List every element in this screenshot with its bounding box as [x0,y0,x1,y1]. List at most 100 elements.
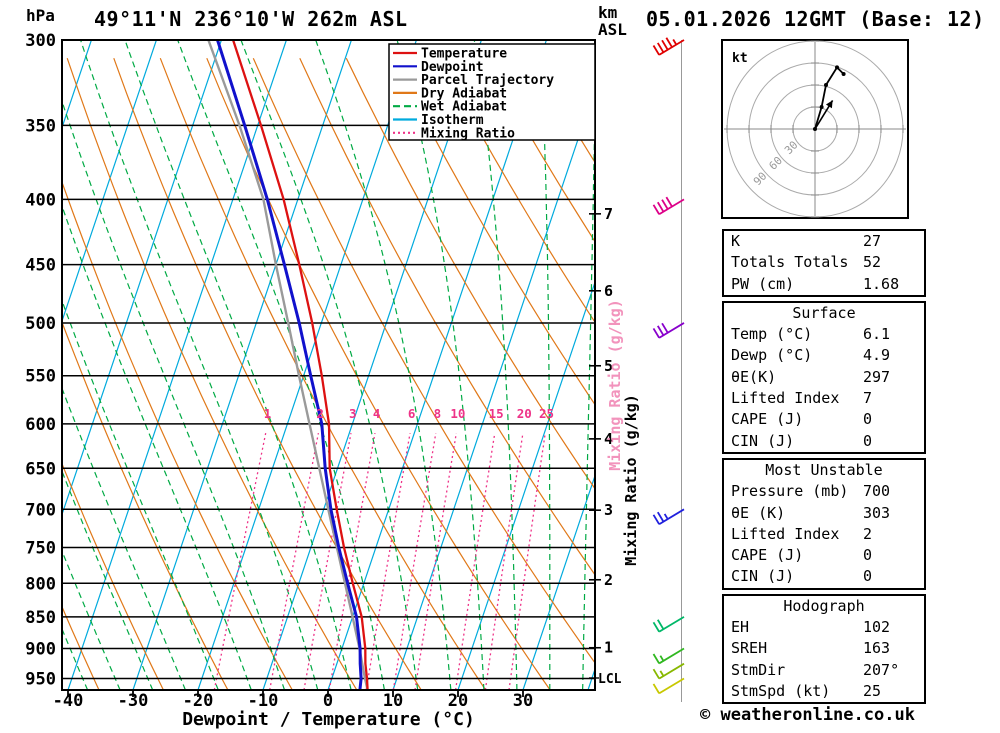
lcl-label: LCL [598,672,622,687]
dry-adiabat-line [159,57,487,690]
stat-label: StmDir [731,660,786,679]
stat-row: Lifted Index 2 [724,524,924,545]
dry-adiabat-line [206,57,551,690]
barb-staff [658,677,685,695]
stat-label: K [731,232,741,250]
mixing-ratio-line [328,432,376,690]
hodograph-trace-point [835,65,839,70]
barb-full-tick [657,619,665,630]
legend-label: Parcel Trajectory [421,73,554,88]
dry-adiabat-line [438,57,595,324]
isotherm-line [0,40,26,690]
altitude-unit-asl: ASL [598,20,627,39]
stat-row: Lifted Index 7 [724,388,924,409]
mixing-ratio-axis-label-pink: Mixing Ratio (g/kg) [606,299,624,471]
stat-label: PW (cm) [731,274,795,293]
legend-label: Wet Adiabat [421,100,507,115]
isotherm-line [457,280,595,690]
mixing-ratio-value-label: 15 [489,406,504,421]
stat-label: CIN (J) [731,567,795,586]
wind-barb [652,322,685,339]
pressure-tick-label: 750 [25,539,56,559]
wet-adiabat-line [177,40,385,690]
barb-full-tick [657,42,665,53]
dry-adiabat-line [485,57,595,243]
legend-box [388,43,596,141]
stat-label: θE (K) [731,503,786,522]
wet-adiabat-line [582,64,595,690]
stat-row: EH 102 [724,617,924,638]
barb-full-tick [665,37,673,48]
stat-value: 163 [863,639,891,658]
temp-tick-label: -10 [248,691,279,711]
barb-full-tick [661,199,669,210]
isotherm-line [67,40,287,690]
km-tick-label: 5 [604,357,613,375]
stat-label: SREH [731,639,768,658]
mixing-ratio-value-label: 8 [434,406,442,421]
legend-label: Dry Adiabat [421,86,507,101]
stat-row: SREH 163 [724,638,924,659]
mixing-ratio-value-label: 2 [316,406,324,421]
temp-tick-label: -40 [53,691,84,711]
stat-value: 6.1 [863,325,891,344]
copyright: © weatheronline.co.uk [700,705,915,725]
wind-barb [652,647,685,665]
x-axis-title: Dewpoint / Temperature (°C) [182,709,475,730]
stat-label: CAPE (J) [731,546,804,565]
stat-value: 207° [863,660,900,679]
stat-value: 0 [863,546,873,565]
stats-section: Hodograph EH 102 SREH 163 StmDir 207° StmSpd (k… [722,593,926,705]
stat-value: 297 [863,367,891,386]
stats-section-title: Hodograph [783,596,865,615]
hodograph-trace-point [824,83,828,87]
mixing-ratio-value-label: 10 [450,406,465,421]
stat-value: 700 [863,482,891,501]
km-tick-label: 6 [604,282,613,300]
hodograph-trace-point [841,72,846,76]
barb-full-tick [652,683,660,694]
wind-barb [652,37,685,56]
run-title: 05.01.2026 12GMT (Base: 12) [646,7,985,31]
wind-barb-column [652,37,685,702]
mixing-ratio-value-label: 1 [264,406,272,421]
temp-tick-label: 0 [323,691,333,711]
barb-staff [658,647,685,665]
stat-row: θE (K) 303 [724,503,924,524]
stat-value: 2 [863,524,873,543]
barb-full-tick [661,322,669,334]
wet-adiabat-line [62,204,252,690]
barb-full-tick [652,621,660,633]
km-tick-label: 7 [604,205,613,223]
pressure-tick-label: 550 [25,367,56,387]
mixing-ratio-line [484,433,524,690]
wet-adiabat-line [62,386,186,690]
plot-layers [0,40,595,690]
stat-label: Totals Totals [731,253,849,272]
isotherm-line [62,40,222,517]
barb-staff [658,662,685,680]
dry-adiabat-line [62,605,100,690]
mixing-ratio-line [508,433,546,690]
legend-label: Temperature [421,47,507,62]
pressure-tick-label: 700 [25,500,56,520]
dry-adiabat-line [62,180,293,690]
wind-barb [652,508,685,525]
dry-adiabat-line [62,320,229,690]
stat-row: θE(K) 297 [724,367,924,388]
pressure-tick-label: 300 [25,31,56,51]
stat-value: 0 [863,567,873,586]
temp-tick-label: 20 [448,691,468,711]
isotherm-line [262,40,482,690]
stat-value: 27 [863,232,882,250]
stat-row: Totals Totals 52 [724,252,924,273]
dry-adiabat-line [252,57,595,664]
stat-label: CAPE (J) [731,410,804,429]
isotherm-line [522,473,595,690]
stat-value: 1.68 [863,274,900,293]
stats-panel: K 27 Totals Totals 52 PW (cm) 1.68 Surface Temp… [722,229,926,708]
legend-label: Dewpoint [421,60,484,75]
barb-full-tick [657,511,665,523]
wet-adiabat-line [539,40,551,690]
